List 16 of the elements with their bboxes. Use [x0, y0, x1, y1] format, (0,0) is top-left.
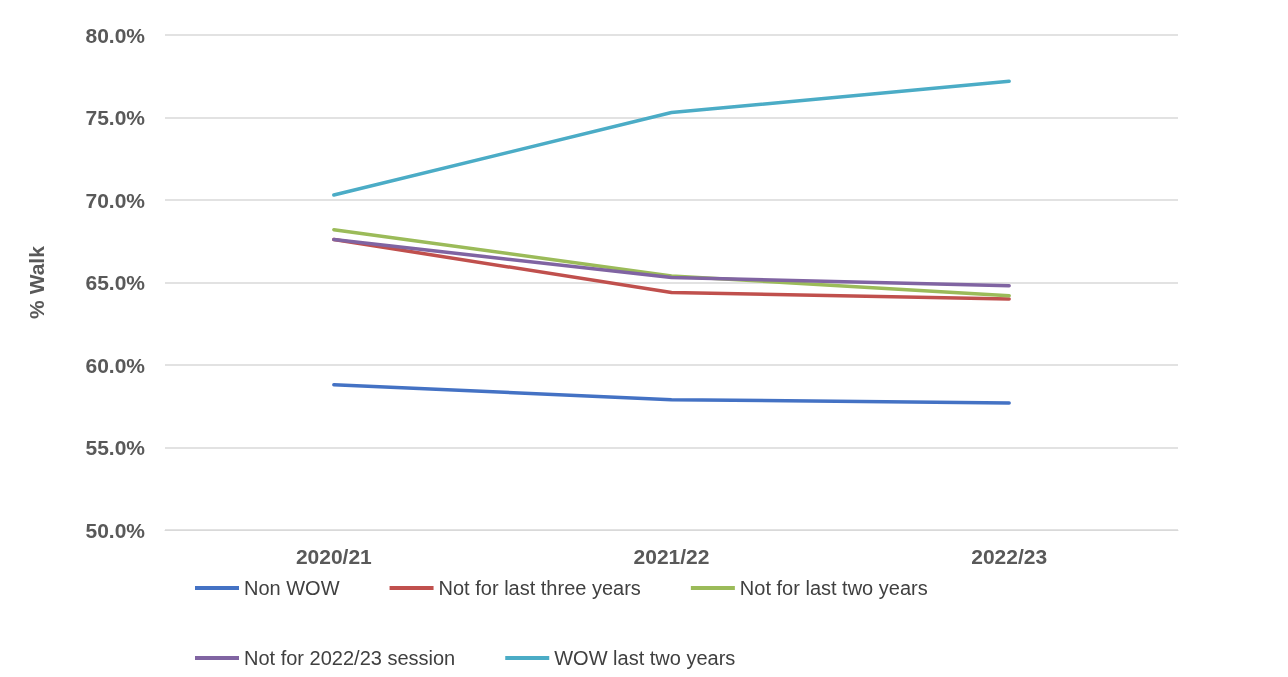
y-tick-label: 65.0%: [85, 271, 146, 294]
legend-label: Non WOW: [244, 577, 340, 599]
x-tick-label: 2021/22: [633, 545, 710, 568]
y-tick-label: 55.0%: [85, 436, 146, 459]
legend-label: Not for 2022/23 session: [244, 647, 456, 669]
y-tick-label: 50.0%: [85, 518, 146, 542]
legend-label: Not for last three years: [438, 577, 641, 599]
y-axis-title: % Walk: [25, 245, 48, 319]
x-tick-label: 2020/21: [295, 545, 373, 568]
y-tick-label: 75.0%: [85, 106, 146, 129]
y-tick-label: 80.0%: [85, 23, 146, 47]
x-tick-label: 2022/23: [971, 545, 1048, 568]
y-tick-label: 70.0%: [85, 188, 146, 212]
legend-label: Not for last two years: [739, 577, 928, 599]
legend-label: WOW last two years: [554, 647, 736, 669]
y-tick-label: 60.0%: [85, 353, 146, 377]
